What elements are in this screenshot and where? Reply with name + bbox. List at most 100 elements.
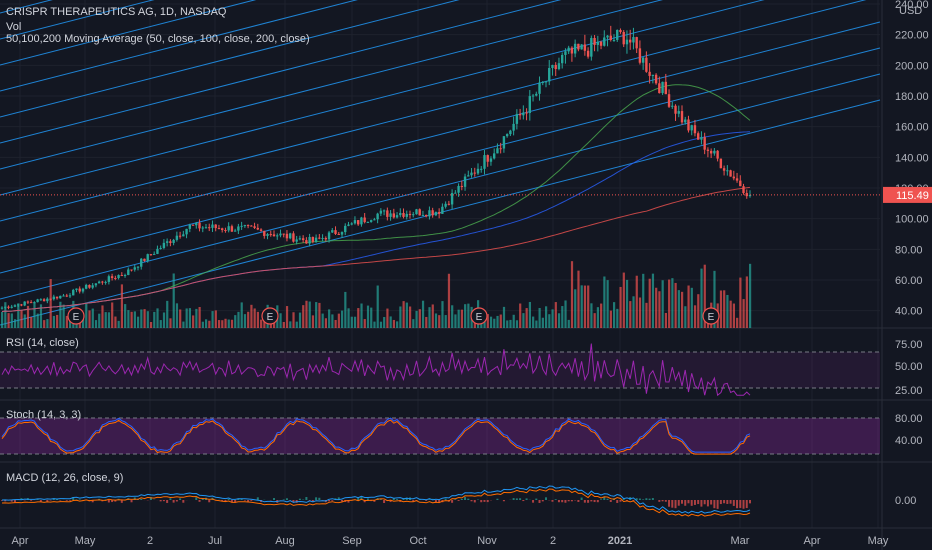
volume-bar bbox=[107, 312, 111, 328]
macd-histogram-bar bbox=[318, 497, 321, 500]
volume-bar bbox=[577, 270, 580, 328]
volume-bar bbox=[156, 308, 159, 328]
macd-histogram-bar bbox=[674, 500, 677, 509]
volume-bar bbox=[224, 318, 227, 328]
candle-body bbox=[729, 170, 732, 177]
candle-body bbox=[606, 35, 609, 38]
volume-bar bbox=[324, 318, 328, 328]
macd-histogram-bar bbox=[732, 500, 735, 506]
candle-body bbox=[350, 223, 353, 225]
candle-body bbox=[16, 304, 20, 306]
volume-bar bbox=[282, 321, 285, 328]
candle-body bbox=[696, 133, 700, 140]
volume-bar bbox=[234, 315, 237, 328]
volume-bar bbox=[117, 320, 120, 328]
volume-bar bbox=[629, 301, 632, 328]
macd-histogram-bar bbox=[739, 500, 742, 508]
candle-body bbox=[62, 295, 65, 297]
candle-body bbox=[664, 81, 668, 95]
macd-histogram-bar bbox=[736, 500, 739, 509]
macd-histogram-bar bbox=[545, 497, 547, 500]
candle-body bbox=[544, 81, 548, 83]
volume-bar bbox=[357, 308, 360, 328]
volume-bar bbox=[20, 310, 23, 328]
macd-histogram-bar bbox=[638, 498, 641, 500]
volume-bar bbox=[499, 314, 502, 328]
macd-histogram-bar bbox=[687, 500, 690, 504]
macd-histogram-bar bbox=[13, 500, 16, 503]
candle-body bbox=[311, 237, 315, 242]
candle-body bbox=[0, 307, 4, 309]
volume-legend[interactable]: Vol bbox=[6, 21, 22, 33]
volume-bar bbox=[697, 294, 700, 328]
volume-bar bbox=[506, 320, 509, 328]
earnings-marker: E bbox=[470, 307, 488, 325]
candle-body bbox=[130, 269, 133, 271]
candle-body bbox=[175, 235, 179, 240]
macd-histogram-bar bbox=[703, 500, 706, 505]
volume-bar bbox=[285, 306, 289, 328]
volume-bar bbox=[65, 315, 68, 328]
rsi-legend[interactable]: RSI (14, close) bbox=[6, 337, 79, 349]
macd-histogram-bar bbox=[512, 498, 515, 500]
volume-bar bbox=[525, 308, 528, 328]
time-tick-label: 2021 bbox=[608, 535, 632, 547]
candle-body bbox=[483, 155, 486, 169]
earnings-label: E bbox=[476, 312, 483, 323]
volume-bar bbox=[30, 316, 33, 328]
volume-bar bbox=[415, 310, 418, 328]
symbol-title[interactable]: CRISPR THERAPEUTICS AG, 1D, NASDAQ bbox=[6, 6, 227, 18]
macd-histogram-bar bbox=[658, 500, 661, 502]
candle-body bbox=[373, 219, 376, 221]
candle-body bbox=[402, 212, 405, 217]
volume-bar bbox=[638, 297, 642, 328]
candle-body bbox=[369, 220, 373, 222]
macd-histogram-bar bbox=[221, 500, 224, 502]
macd-histogram-bar bbox=[460, 498, 463, 500]
candle-body bbox=[745, 193, 748, 197]
candle-body bbox=[444, 203, 447, 207]
time-tick-label: 2 bbox=[550, 535, 556, 547]
macd-legend[interactable]: MACD (12, 26, close, 9) bbox=[6, 472, 124, 484]
macd-histogram-bar bbox=[428, 499, 431, 500]
macd-histogram-bar bbox=[496, 498, 499, 500]
candle-body bbox=[78, 288, 81, 292]
candle-body bbox=[327, 232, 331, 240]
axes: 240.00220.00200.00180.00160.00140.00120.… bbox=[11, 0, 932, 547]
volume-bar bbox=[311, 315, 315, 328]
candle-body bbox=[671, 105, 674, 107]
candle-body bbox=[583, 44, 587, 51]
candle-body bbox=[256, 227, 260, 230]
candle-body bbox=[298, 238, 302, 240]
volume-bar bbox=[120, 284, 124, 328]
moving-average-legend[interactable]: 50,100,200 Moving Average (50, close, 10… bbox=[6, 33, 310, 45]
volume-bar bbox=[39, 304, 43, 328]
indicator-tick-label: 75.00 bbox=[895, 339, 923, 351]
volume-bar bbox=[671, 278, 674, 328]
candle-body bbox=[97, 281, 101, 284]
macd-histogram-bar bbox=[36, 499, 39, 500]
volume-bar bbox=[690, 287, 693, 328]
candle-body bbox=[33, 302, 36, 304]
volume-bar bbox=[328, 309, 331, 328]
candle-body bbox=[486, 155, 489, 162]
volume-bar bbox=[221, 320, 224, 328]
earnings-marker: E bbox=[67, 307, 85, 325]
macd-histogram-bar bbox=[742, 500, 745, 509]
macd-histogram-bar bbox=[561, 500, 564, 503]
candle-body bbox=[399, 212, 402, 216]
macd-histogram-bar bbox=[745, 500, 748, 509]
indicator-tick-label: 50.00 bbox=[895, 361, 923, 373]
volume-bar bbox=[431, 304, 434, 328]
candle-body bbox=[719, 158, 723, 169]
macd-histogram-bar bbox=[46, 500, 49, 503]
volume-bar bbox=[454, 314, 457, 328]
candle-body bbox=[457, 185, 460, 193]
candle-body bbox=[645, 57, 648, 72]
volume-bar bbox=[684, 306, 687, 328]
stoch-legend[interactable]: Stoch (14, 3, 3) bbox=[6, 409, 82, 421]
currency-label: USD bbox=[899, 5, 922, 17]
macd-histogram-bar bbox=[75, 499, 78, 500]
time-tick-label: 2 bbox=[147, 535, 153, 547]
